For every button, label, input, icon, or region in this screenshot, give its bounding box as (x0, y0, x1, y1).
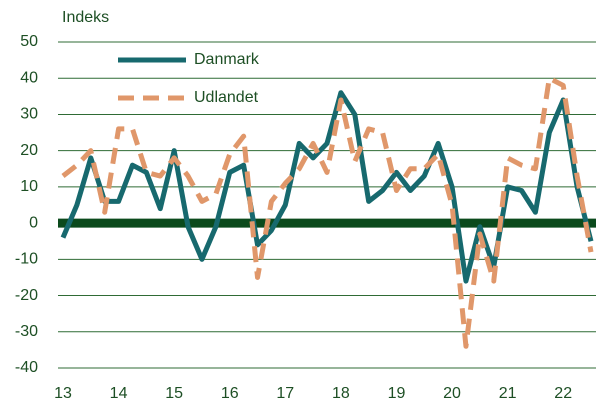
x-tick-label: 13 (54, 385, 72, 402)
y-axis-label: Indeks (62, 9, 109, 26)
y-tick-label: -40 (15, 359, 38, 376)
series-line (61, 75, 594, 349)
legend-label: Danmark (194, 51, 260, 68)
y-tick-label: -20 (15, 287, 38, 304)
x-tick-label: 15 (165, 385, 183, 402)
x-tick-label: 17 (276, 385, 294, 402)
y-tick-label: 0 (29, 214, 38, 231)
x-tick-label: 18 (332, 385, 350, 402)
y-tick-label: -30 (15, 323, 38, 340)
x-tick-label: 16 (221, 385, 239, 402)
y-tick-label: 40 (20, 69, 38, 86)
x-tick-label: 20 (443, 385, 461, 402)
y-tick-label: 50 (20, 33, 38, 50)
x-tick-label: 21 (499, 385, 517, 402)
x-tick-label: 19 (388, 385, 406, 402)
y-tick-label: 10 (20, 178, 38, 195)
y-tick-label: -10 (15, 251, 38, 268)
y-tick-label: 20 (20, 142, 38, 159)
y-tick-label: 30 (20, 106, 38, 123)
legend-label: Udlandet (194, 89, 259, 106)
x-tick-label: 22 (554, 385, 572, 402)
x-tick-label: 14 (110, 385, 128, 402)
series-line (60, 90, 594, 284)
